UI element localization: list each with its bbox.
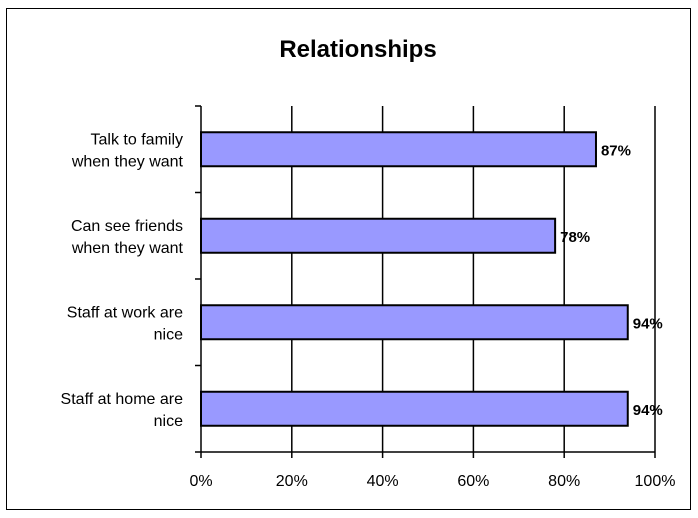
data-labels: 87% 78% 94% 94% — [560, 142, 663, 419]
x-tick-labels: 0% 20% 40% 60% 80% 100% — [189, 473, 675, 490]
x-tick-label: 20% — [276, 473, 308, 490]
bar — [200, 390, 629, 427]
data-label: 94% — [633, 402, 663, 419]
category-label: Talk to family — [91, 131, 183, 148]
data-label: 94% — [633, 315, 663, 332]
bar-chart: Relationships Talk to family when they wa… — [61, 36, 676, 490]
category-label: Can see friends — [71, 218, 183, 235]
data-label: 78% — [560, 229, 590, 246]
x-tick-label: 40% — [367, 473, 399, 490]
axes — [195, 105, 656, 458]
bar — [200, 131, 597, 168]
x-tick-label: 100% — [635, 473, 676, 490]
chart-frame: Relationships Talk to family when they wa… — [6, 8, 691, 510]
data-label: 87% — [601, 142, 631, 159]
category-label: nice — [154, 326, 183, 343]
category-labels: Talk to family when they want Can see frie… — [61, 131, 184, 430]
x-tick-label: 0% — [189, 473, 212, 490]
x-tick-label: 80% — [548, 473, 580, 490]
category-label: nice — [154, 413, 183, 430]
category-label: when they want — [71, 240, 184, 257]
category-label: Staff at home are — [61, 391, 184, 408]
category-label: when they want — [71, 153, 184, 170]
bar — [200, 217, 557, 254]
chart-title: Relationships — [279, 36, 436, 63]
category-label: Staff at work are — [67, 304, 183, 321]
x-tick-label: 60% — [457, 473, 489, 490]
bar — [200, 304, 629, 341]
